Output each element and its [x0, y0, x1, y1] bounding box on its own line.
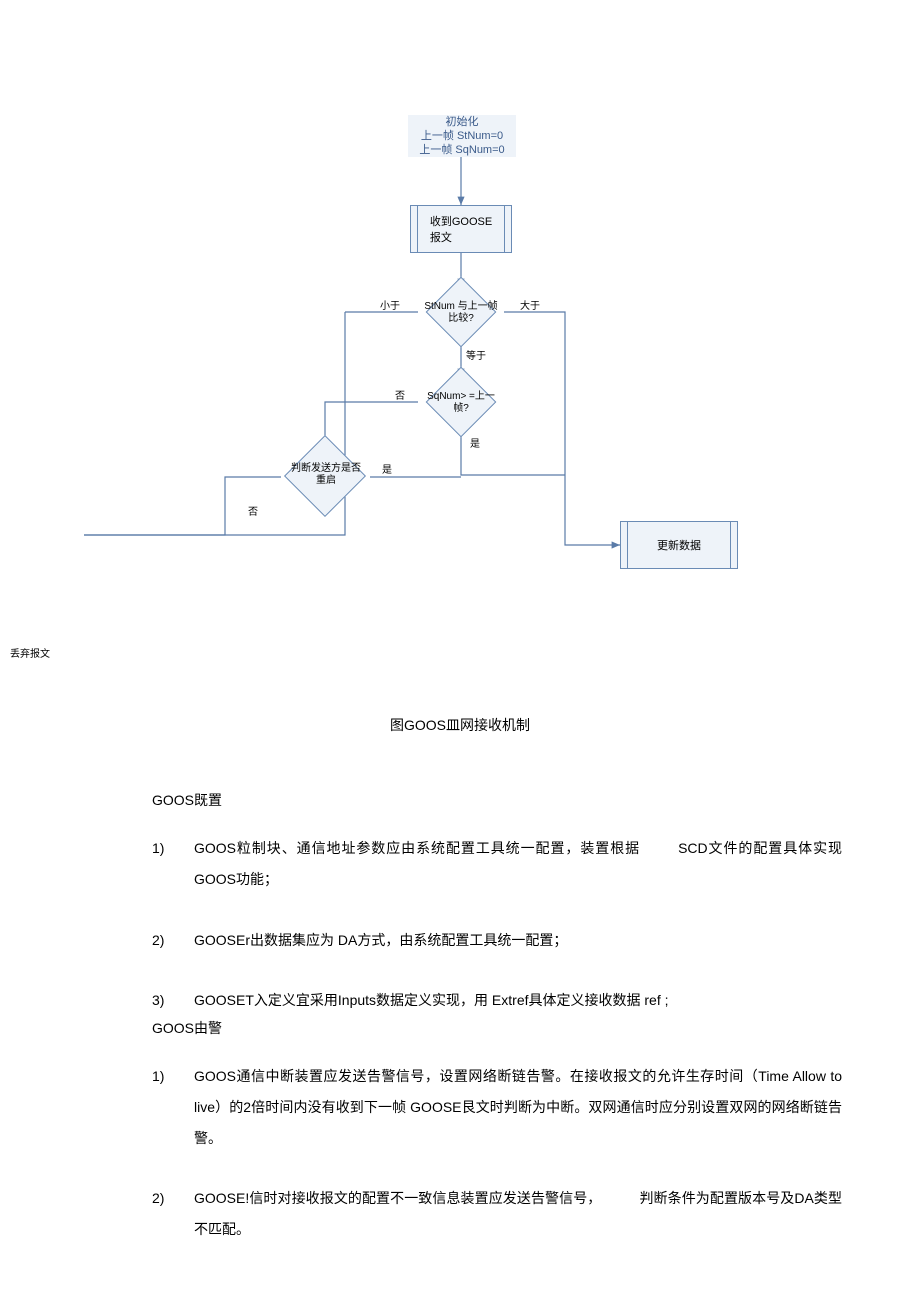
node-sqnum-compare: [426, 367, 497, 438]
config-item-2: 2)GOOSEr出数据集应为 DA方式，由系统配置工具统一配置；: [194, 925, 842, 956]
heading-config: GOOS既置: [152, 790, 842, 811]
config-item-3-text: GOOSET入定义宜采用Inputs数据定义实现，用 Extref具体定义接收数…: [194, 992, 669, 1008]
edge-lt: 小于: [380, 297, 400, 312]
config-item-1: 1)GOOS粒制块、通信地址参数应由系统配置工具统一配置，装置根据SCD文件的配…: [194, 833, 842, 895]
alarm-item-2-text: GOOSE!信时对接收报文的配置不一致信息装置应发送告警信号，判断条件为配置版本…: [194, 1190, 842, 1237]
node-stnum-compare: [426, 277, 497, 348]
alarm-item-2: 2)GOOSE!信时对接收报文的配置不一致信息装置应发送告警信号，判断条件为配置…: [194, 1183, 842, 1245]
edge-sq-no: 否: [395, 387, 405, 402]
config-list: 1)GOOS粒制块、通信地址参数应由系统配置工具统一配置，装置根据SCD文件的配…: [152, 833, 842, 1016]
node-restart-check: [284, 435, 366, 517]
edge-gt: 大于: [520, 297, 540, 312]
edge-restart-no: 否: [248, 503, 258, 518]
init-line2: 上一帧 StNum=0: [421, 129, 503, 143]
heading-alarm: GOOS由警: [152, 1018, 842, 1039]
alarm-item-1: 1)GOOS通信中断装置应发送告警信号，设置网络断链告警。在接收报文的允许生存时…: [194, 1061, 842, 1153]
config-item-2-text: GOOSEr出数据集应为 DA方式，由系统配置工具统一配置；: [194, 932, 567, 948]
edge-eq: 等于: [466, 347, 486, 362]
node-receive-goose: 收到GOOSE 报文: [410, 205, 512, 253]
node-init: 初始化 上一帧 StNum=0 上一帧 SqNum=0: [408, 115, 516, 157]
alarm-list: 1)GOOS通信中断装置应发送告警信号，设置网络断链告警。在接收报文的允许生存时…: [152, 1061, 842, 1245]
edge-restart-yes: 是: [382, 461, 392, 476]
config-item-3: 3)GOOSET入定义宜采用Inputs数据定义实现，用 Extref具体定义接…: [194, 985, 842, 1016]
figure-caption: 图GOOS皿网接收机制: [0, 715, 920, 735]
node-discard: 丢弃报文: [10, 645, 50, 660]
init-line1: 初始化: [446, 115, 479, 129]
edge-sq-yes: 是: [470, 435, 480, 450]
section-alarm: GOOS由警 1)GOOS通信中断装置应发送告警信号，设置网络断链告警。在接收报…: [152, 1018, 842, 1275]
goose-receive-flowchart: 初始化 上一帧 StNum=0 上一帧 SqNum=0 收到GOOSE 报文 S…: [0, 115, 920, 655]
config-item-1-text: GOOS粒制块、通信地址参数应由系统配置工具统一配置，装置根据SCD文件的配置具…: [194, 840, 842, 887]
section-config: GOOS既置 1)GOOS粒制块、通信地址参数应由系统配置工具统一配置，装置根据…: [152, 790, 842, 1046]
init-line3: 上一帧 SqNum=0: [419, 143, 504, 157]
alarm-item-1-text: GOOS通信中断装置应发送告警信号，设置网络断链告警。在接收报文的允许生存时间（…: [194, 1068, 842, 1146]
node-update-data: 更新数据: [620, 521, 738, 569]
